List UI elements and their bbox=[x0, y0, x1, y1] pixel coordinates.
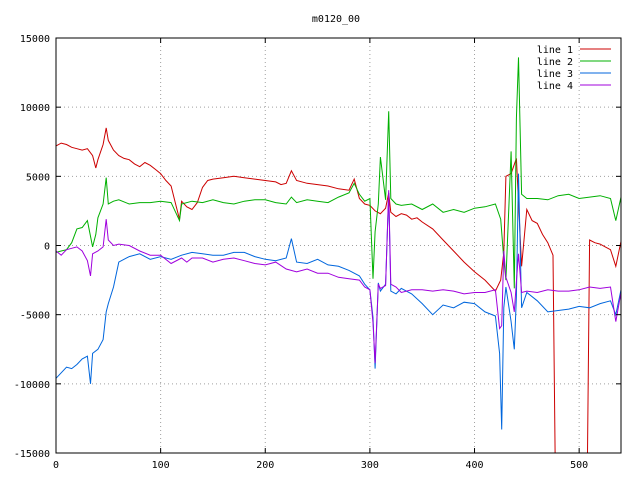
axis-ticks: 0 100 200 300 400 500 -15000 -10000 -5000 0 5000 10… bbox=[14, 34, 621, 471]
y-tick-label: -10000 bbox=[14, 380, 50, 391]
chart-title: m0120_00 bbox=[312, 14, 360, 25]
legend-label-2: line 2 bbox=[537, 57, 573, 68]
series-line-4 bbox=[56, 190, 621, 364]
legend-label-3: line 3 bbox=[537, 69, 573, 80]
legend-label-4: line 4 bbox=[537, 81, 573, 92]
x-tick-label: 0 bbox=[53, 460, 59, 471]
y-tick-label: -15000 bbox=[14, 449, 50, 460]
y-tick-label: 5000 bbox=[26, 172, 50, 183]
x-tick-label: 100 bbox=[152, 460, 170, 471]
legend-label-1: line 1 bbox=[537, 45, 573, 56]
y-tick-label: 10000 bbox=[20, 103, 50, 114]
y-tick-label: 15000 bbox=[20, 34, 50, 45]
grid-lines bbox=[56, 38, 621, 453]
series-line-1 bbox=[56, 127, 621, 453]
y-tick-label: 0 bbox=[44, 242, 50, 253]
series-line-3 bbox=[56, 173, 621, 430]
series-group bbox=[56, 57, 621, 453]
x-tick-label: 500 bbox=[570, 460, 588, 471]
y-tick-label: -5000 bbox=[20, 311, 50, 322]
x-tick-label: 400 bbox=[465, 460, 483, 471]
series-line-2 bbox=[56, 57, 621, 289]
x-tick-label: 300 bbox=[361, 460, 379, 471]
x-tick-label: 200 bbox=[256, 460, 274, 471]
